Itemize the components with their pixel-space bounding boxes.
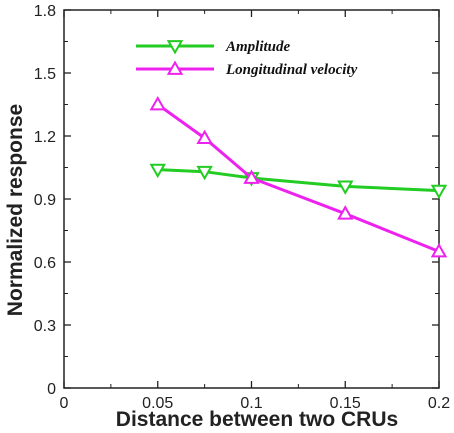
series-layer	[149, 95, 448, 258]
y-tick-label: 0.6	[34, 255, 56, 272]
y-tick-label: 0.3	[34, 318, 56, 335]
y-axis-title: Normalized response	[4, 104, 27, 316]
y-tick-label: 0	[47, 381, 56, 398]
data-point	[337, 205, 354, 220]
data-point	[149, 95, 166, 111]
data-point	[196, 165, 213, 181]
y-tick-label: 0.9	[34, 192, 56, 209]
y-tick-label: 1.8	[34, 3, 56, 20]
x-tick-labels: 0 0.05 0.1 0.15 0.2	[60, 395, 451, 412]
x-tick-label: 0.05	[142, 395, 173, 412]
x-tick-label: 0	[60, 395, 69, 412]
data-point	[430, 184, 448, 200]
data-point	[149, 163, 166, 179]
x-tick-label: 0.2	[428, 395, 450, 412]
legend-label: Longitudinal velocity	[225, 62, 358, 78]
x-tick-label: 0.15	[330, 395, 361, 412]
legend-label: Amplitude	[225, 39, 291, 55]
legend-marker	[166, 60, 184, 75]
legend-entry: Amplitude	[136, 39, 291, 55]
y-tick-label: 1.5	[34, 66, 56, 83]
data-point	[430, 242, 448, 258]
y-tick-label: 1.2	[34, 129, 56, 146]
legend-marker	[166, 40, 184, 55]
x-tick-label: 0.1	[240, 395, 262, 412]
y-tick-labels: 0 0.3 0.6 0.9 1.2 1.5 1.8	[34, 3, 56, 398]
series-1	[149, 95, 448, 258]
legend-entry: Longitudinal velocity	[136, 60, 358, 78]
data-point	[196, 129, 213, 144]
axis-ticks	[63, 9, 440, 389]
legend: Amplitude Longitudinal velocity	[136, 39, 358, 78]
x-axis-title: Distance between two CRUs	[116, 408, 398, 431]
plot-area	[63, 9, 440, 389]
data-point	[337, 180, 354, 195]
data-point	[243, 169, 260, 184]
